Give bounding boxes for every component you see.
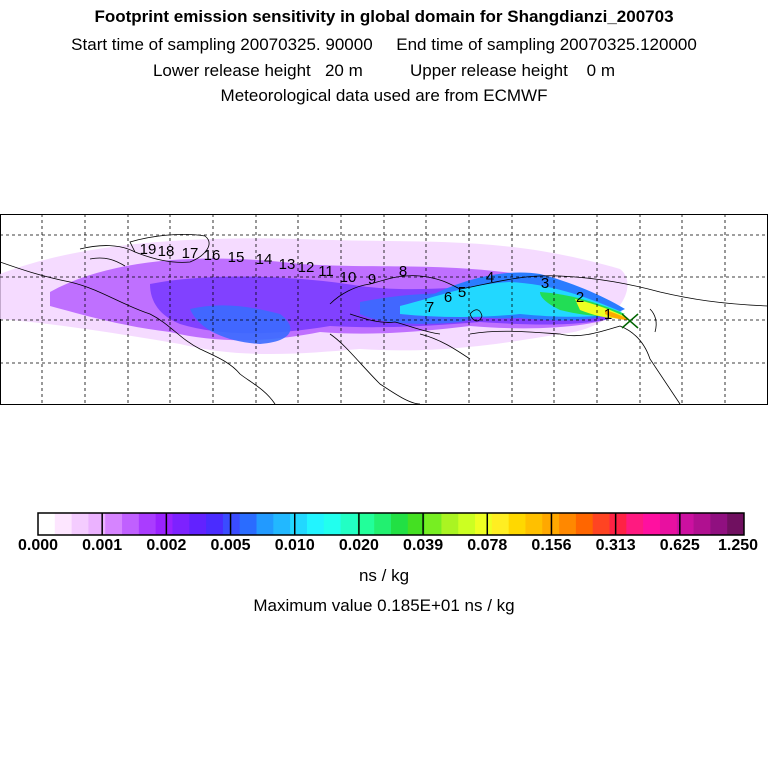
trajectory-label-7: 7 — [426, 299, 434, 316]
trajectory-label-1: 1 — [604, 306, 612, 323]
colorbar-cell — [525, 513, 543, 535]
colorbar-cell — [155, 513, 173, 535]
colorbar-cell — [592, 513, 611, 535]
colorbar-cell — [458, 513, 476, 535]
colorbar-cell — [575, 513, 594, 535]
release-height-line: Lower release height 20 m Upper release … — [152, 61, 616, 80]
colorbar-cell — [105, 513, 123, 535]
coastlines — [0, 234, 768, 405]
colorbar-tick-label: 1.250 — [717, 537, 759, 554]
colorbar-cell — [508, 513, 526, 535]
colorbar-tick-label: 0.001 — [82, 537, 123, 554]
colorbar-cell — [441, 513, 459, 535]
colorbar-cell — [256, 513, 274, 535]
trajectory-label-10: 10 — [340, 269, 357, 286]
footprint-map: 1 2 3 4 5 6 7 8 9 10 11 12 13 14 15 16 17 18 19 — [0, 214, 768, 406]
colorbar-frame — [37, 512, 745, 536]
colorbar-cell — [189, 513, 207, 535]
colorbar-tick-label: 0.156 — [531, 537, 572, 554]
coast-japan — [649, 308, 657, 333]
trajectory-label-18: 18 — [158, 243, 175, 260]
colorbar-cell — [710, 513, 728, 535]
colorbar-cell — [559, 513, 577, 535]
trajectory-label-5: 5 — [458, 284, 466, 301]
colorbar-cell — [239, 513, 258, 535]
coast-caspian — [469, 309, 483, 322]
colorbar-cell — [475, 513, 493, 535]
colorbar-tick-label: 0.020 — [338, 537, 379, 554]
colorbar-cell — [643, 513, 661, 535]
coast-europe — [329, 275, 461, 335]
colorbar-cell — [340, 513, 358, 535]
colorbar-cell — [38, 513, 56, 535]
colorbar-cell — [676, 513, 695, 535]
colorbar-tick-label: 0.078 — [467, 537, 508, 554]
trajectory-label-11: 11 — [318, 263, 334, 280]
plume-orange — [605, 310, 630, 320]
met-data-line: Meteorological data used are from ECMWF — [220, 86, 548, 105]
colorbar-cell — [306, 513, 325, 535]
colorbar-unit-label: ns / kg — [358, 566, 410, 585]
colorbar-cell — [693, 513, 711, 535]
graticule — [0, 214, 768, 406]
colorbar-cell — [407, 513, 426, 535]
colorbar-tick-label: 0.005 — [210, 537, 251, 554]
trajectory-label-4: 4 — [486, 269, 494, 286]
colorbar-cell — [609, 513, 627, 535]
colorbar-cell — [138, 513, 157, 535]
receptor-x-marker — [621, 313, 639, 329]
colorbar-cell — [172, 513, 190, 535]
colorbar-tick-label: 0.002 — [146, 537, 187, 554]
trajectory-label-14: 14 — [256, 251, 273, 268]
coast-asia — [459, 275, 768, 405]
colorbar-cell — [323, 513, 342, 535]
colorbar-cell — [626, 513, 644, 535]
colorbar-cell — [290, 513, 308, 535]
coast-arctic-islands — [79, 245, 136, 267]
trajectory-label-17: 17 — [182, 245, 199, 262]
coast-africa — [329, 333, 471, 405]
colorbar — [37, 512, 745, 536]
colorbar-cell — [222, 513, 241, 535]
trajectory-label-6: 6 — [444, 289, 452, 306]
trajectory-label-9: 9 — [368, 271, 376, 288]
coast-greenland — [129, 234, 210, 263]
colorbar-cell — [727, 513, 745, 535]
colorbar-cell — [206, 513, 224, 535]
coast-north-america — [0, 261, 276, 405]
colorbar-cell — [491, 513, 510, 535]
colorbar-cell — [273, 513, 291, 535]
colorbar-cell — [54, 513, 73, 535]
page-title: Footprint emission sensitivity in global… — [94, 7, 674, 26]
colorbar-tick-label: 0.000 — [17, 537, 59, 554]
trajectory-label-8: 8 — [399, 263, 407, 280]
colorbar-cell — [71, 513, 89, 535]
colorbar-cell — [88, 513, 106, 535]
colorbar-cell — [357, 513, 375, 535]
colorbar-cell — [659, 513, 678, 535]
trajectory-label-19: 19 — [140, 241, 157, 258]
sampling-time-line: Start time of sampling 20070325. 90000 E… — [71, 35, 697, 54]
trajectory-label-16: 16 — [204, 247, 221, 264]
colorbar-cell — [424, 513, 442, 535]
colorbar-cell — [374, 513, 392, 535]
colorbar-tick-label: 0.039 — [403, 537, 444, 554]
trajectory-label-13: 13 — [279, 256, 296, 273]
trajectory-label-12: 12 — [298, 259, 315, 276]
trajectory-label-3: 3 — [541, 275, 549, 292]
colorbar-cell — [391, 513, 409, 535]
colorbar-cell — [122, 513, 140, 535]
colorbar-tick-label: 0.010 — [274, 537, 315, 554]
trajectory-label-2: 2 — [576, 289, 584, 306]
colorbar-tick-label: 0.625 — [659, 537, 700, 554]
colorbar-tick-label: 0.313 — [595, 537, 636, 554]
trajectory-label-15: 15 — [228, 249, 245, 266]
max-value-text: Maximum value 0.185E+01 ns / kg — [253, 596, 515, 615]
